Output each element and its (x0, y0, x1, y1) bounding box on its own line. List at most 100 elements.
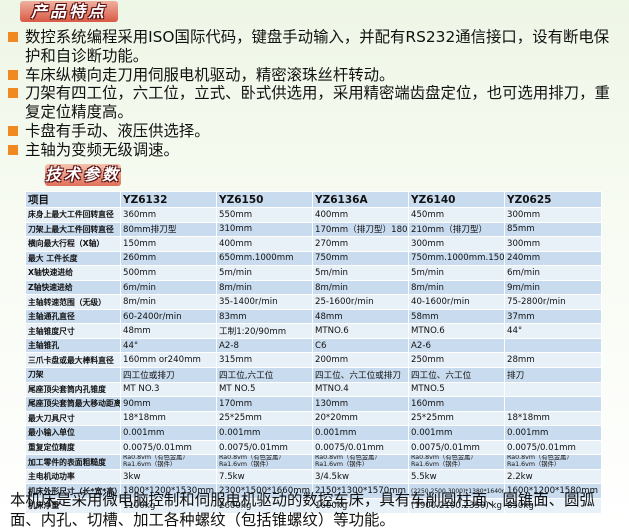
spec-cell: 400mm (216, 236, 313, 252)
spec-cell (504, 396, 602, 412)
header-cell: YZ6140 (408, 191, 505, 208)
spec-cell: 360mm (120, 207, 217, 223)
spec-cell (504, 381, 602, 398)
spec-cell: C6 (312, 337, 409, 354)
row-label: X轴快速进给 (25, 265, 121, 281)
feature-item: 数控系统编程采用ISO国际代码，键盘手动输入，并配有RS232通信接口，设有断电… (8, 28, 618, 66)
row-label: 加工零件的表面粗糙度 (25, 454, 121, 470)
spec-row: 主轴锥孔 44° A2-8 C6 A2-6 (25, 337, 602, 354)
spec-cell: 40-1600r/min (408, 294, 505, 310)
spec-table: 项目 YZ6132 YZ6150 YZ6136A YZ6140 YZ0625 床身上最大工件… (25, 191, 602, 514)
spec-cell: MTNO.4 (312, 381, 409, 398)
spec-cell: 18*18mm (504, 410, 602, 427)
spec-cell: Ra0.8vm（有色金属） Ra1.6vm（钢件） (120, 454, 217, 470)
spec-row: 尾座顶尖套筒内孔锥度 MT NO.3 MT NO.5 MTNO.4 MTNO.5 (25, 381, 602, 398)
header-cell: YZ6136A (312, 191, 409, 208)
row-label: 横向最大行程（X轴） (25, 236, 121, 252)
spec-cell: 170mm（排刀型）180mm (312, 221, 409, 238)
spec-cell: MT NO.5 (216, 381, 313, 398)
spec-row: 横向最大行程（X轴） 150mm 400mm 270mm 300mm 300mm (25, 236, 602, 252)
spec-row: X轴快速进给 500mm 5m/min 5m/min 5m/min 6m/min (25, 265, 602, 281)
spec-cell: 0.001mm (216, 425, 313, 441)
spec-cell: 8m/min (216, 279, 313, 296)
spec-cell: 8m/min (312, 279, 409, 296)
feature-list: 数控系统编程采用ISO国际代码，键盘手动输入，并配有RS232通信接口，设有断电… (8, 28, 618, 160)
spec-cell: 650mm.1000mm (216, 250, 313, 267)
spec-cell: A2-6 (408, 337, 505, 354)
spec-cell: 0.0075/0.01mm (504, 439, 602, 456)
spec-row: 刀架 四工位或排刀 四工位,六工位 四工位、六工位或排刀 四工位、六工位 排刀 (25, 367, 602, 383)
spec-row: 三爪卡盘或最大棒料直径 160mm or240mm 315mm 200mm 250mm 2… (25, 352, 602, 369)
row-label: 刀架 (25, 367, 121, 383)
spec-cell: 2600kg (216, 497, 313, 514)
spec-cell: (2250,2500,3000)*1380*1640mm (408, 483, 505, 499)
spec-badge: 技术参数 (45, 164, 122, 186)
spec-row: 重复定位精度 0.0075/0.01mm 0.0075/0.01mm 0.0075/0… (25, 439, 602, 456)
row-label: 主轴通孔直径 (25, 308, 121, 325)
spec-cell: 工制1:20/90mm (216, 323, 313, 339)
spec-cell: 450mm (408, 207, 505, 223)
spec-cell: 500mm (120, 265, 217, 281)
spec-cell: 5m/min (216, 265, 313, 281)
spec-cell: 25*25mm (408, 410, 505, 427)
row-label: 机床净重 (25, 497, 121, 514)
header-row: 项目 YZ6132 YZ6150 YZ6136A YZ6140 YZ0625 (25, 191, 602, 208)
spec-cell: 37mm (504, 308, 602, 325)
row-label: 机床外形尺寸（长*宽*高） (25, 483, 121, 499)
spec-cell: 170mm (216, 396, 313, 412)
row-label: 尾座顶尖套筒内孔锥度 (25, 381, 121, 398)
spec-cell: 6m/min (504, 265, 602, 281)
spec-row: Z轴快速进给 6m/min 8m/min 8m/min 8m/min 9m/min (25, 279, 602, 296)
spec-cell: 0.001mm (408, 425, 505, 441)
spec-cell: 300mm (504, 236, 602, 252)
spec-cell: 1800*1200*1530mm (120, 483, 217, 499)
spec-cell: 1600*1200*1580mm (504, 483, 602, 499)
spec-cell: 400mm (312, 207, 409, 223)
spec-cell: 3kw (120, 468, 217, 485)
spec-row: 最大刀具尺寸 18*18mm 25*25mm 20*20mm 25*25mm 18*18m… (25, 410, 602, 427)
spec-cell: MT NO.3 (120, 381, 217, 398)
spec-row: 最小输入单位 0.001mm 0.001mm 0.001mm 0.001mm 0.001m… (25, 425, 602, 441)
spec-cell: 25-1600r/min (312, 294, 409, 310)
spec-row: 主轴锥度尺寸 48mm 工制1:20/90mm MTNO.6 MTNO.6 44° (25, 323, 602, 339)
spec-cell: 48mm (312, 308, 409, 325)
spec-cell: 90mm (120, 396, 217, 412)
spec-cell: 750mm (312, 250, 409, 267)
row-label: 最小输入单位 (25, 425, 121, 441)
spec-cell: 60-2400r/min (120, 308, 217, 325)
spec-cell: 0.0075/0.01mm (312, 439, 409, 456)
spec-cell: 750mm.1000mm.1500mm (408, 250, 505, 267)
spec-cell: 48mm (120, 323, 217, 339)
spec-cell: Ra0.8vm（有色金属） Ra1.6vm（钢件） (408, 454, 505, 470)
spec-cell: MTNO.5 (408, 381, 505, 398)
spec-cell: 240mm (504, 250, 602, 267)
spec-cell: 8m/min (120, 294, 217, 310)
spec-row: 床身上最大工件回转直径 360mm 550mm 400mm 450mm 300mm (25, 207, 602, 223)
spec-cell: 44° (504, 323, 602, 339)
spec-cell: 四工位、六工位或排刀 (312, 367, 409, 383)
row-label: 刀架上最大工件回转直径 (25, 221, 121, 238)
spec-cell: 550mm (216, 207, 313, 223)
spec-cell: 18*18mm (120, 410, 217, 427)
spec-cell: 20*20mm (312, 410, 409, 427)
feature-item: 车床纵横向走刀用伺服电机驱动，精密滚珠丝杆转动。 (8, 66, 618, 85)
spec-row: 机床净重 1100kg 2600kg 1600kg (1900.2100.2350) k… (25, 497, 602, 514)
spec-row: 刀架上最大工件回转直径80mm排刀型310mm170mm（排刀型）180mm21… (25, 221, 602, 238)
spec-cell: 2.2kw (504, 468, 602, 485)
spec-cell: 3/4.5kw (312, 468, 409, 485)
spec-cell: 28mm (504, 352, 602, 369)
spec-cell: 5m/min (408, 265, 505, 281)
spec-cell: 300mm (408, 236, 505, 252)
spec-cell: 850kg (504, 497, 602, 514)
spec-cell: 0.0075/0.01mm (120, 439, 217, 456)
row-label: Z轴快速进给 (25, 279, 121, 296)
spec-cell: 80mm排刀型 (120, 221, 217, 238)
feature-item: 刀架有四工位，六工位，立式、卧式供选用，采用精密端齿盘定位，也可选用排刀，重复定… (8, 84, 618, 122)
header-cell: 项目 (25, 191, 121, 208)
spec-cell: 130mm (312, 396, 409, 412)
spec-cell: 1100kg (120, 497, 217, 514)
header-cell: YZ0625 (504, 191, 602, 208)
row-label: 三爪卡盘或最大棒料直径 (25, 352, 121, 369)
row-label: 最大刀具尺寸 (25, 410, 121, 427)
